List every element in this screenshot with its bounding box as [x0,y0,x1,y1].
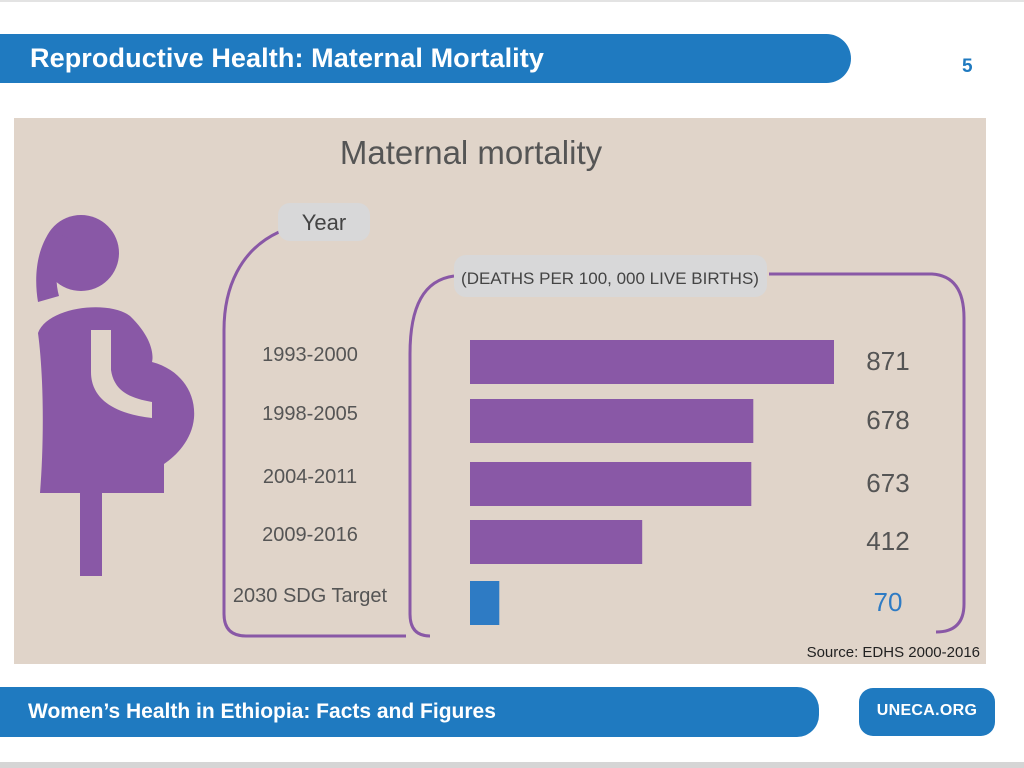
footer-bar: Women’s Health in Ethiopia: Facts and Fi… [0,687,819,737]
bar-2 [470,462,752,506]
maternal-mortality-chart: Year (DEATHS PER 100, 000 LIVE BIRTHS) M… [36,134,966,638]
value-label-0: 871 [866,346,909,376]
slide-number: 5 [962,56,973,77]
year-bracket [222,230,406,638]
uneca-link-button[interactable]: UNECA.ORG [859,688,995,736]
page-title: Reproductive Health: Maternal Mortality [30,43,544,73]
chart-title: Maternal mortality [340,134,603,171]
value-label-2: 673 [866,468,909,498]
year-header: Year [302,210,346,235]
bar-3 [470,520,643,564]
footer-title: Women’s Health in Ethiopia: Facts and Fi… [28,700,496,723]
pregnant-woman-icon [36,215,195,576]
year-header-pill [278,203,370,241]
value-header: (DEATHS PER 100, 000 LIVE BIRTHS) [461,269,759,288]
value-label-3: 412 [866,526,909,556]
category-label-2: 2004-2011 [263,466,357,488]
category-label-1: 1998-2005 [262,403,358,425]
bar-1 [470,399,754,443]
value-bracket-right [769,272,966,634]
category-label-0: 1993-2000 [262,344,358,366]
category-label-3: 2009-2016 [262,524,358,546]
value-bracket-left [408,274,455,638]
value-header-pill [454,255,767,297]
value-label-4: 70 [874,587,903,617]
bottom-rule [0,762,1024,768]
chart-area: Year (DEATHS PER 100, 000 LIVE BIRTHS) M… [14,118,986,664]
value-label-1: 678 [866,405,909,435]
category-label-4: 2030 SDG Target [233,585,388,607]
top-rule [0,0,1024,2]
bar-0 [470,340,834,384]
title-bar: Reproductive Health: Maternal Mortality [0,34,851,83]
bar-4 [470,581,500,625]
source-note: Source: EDHS 2000-2016 [806,644,980,661]
